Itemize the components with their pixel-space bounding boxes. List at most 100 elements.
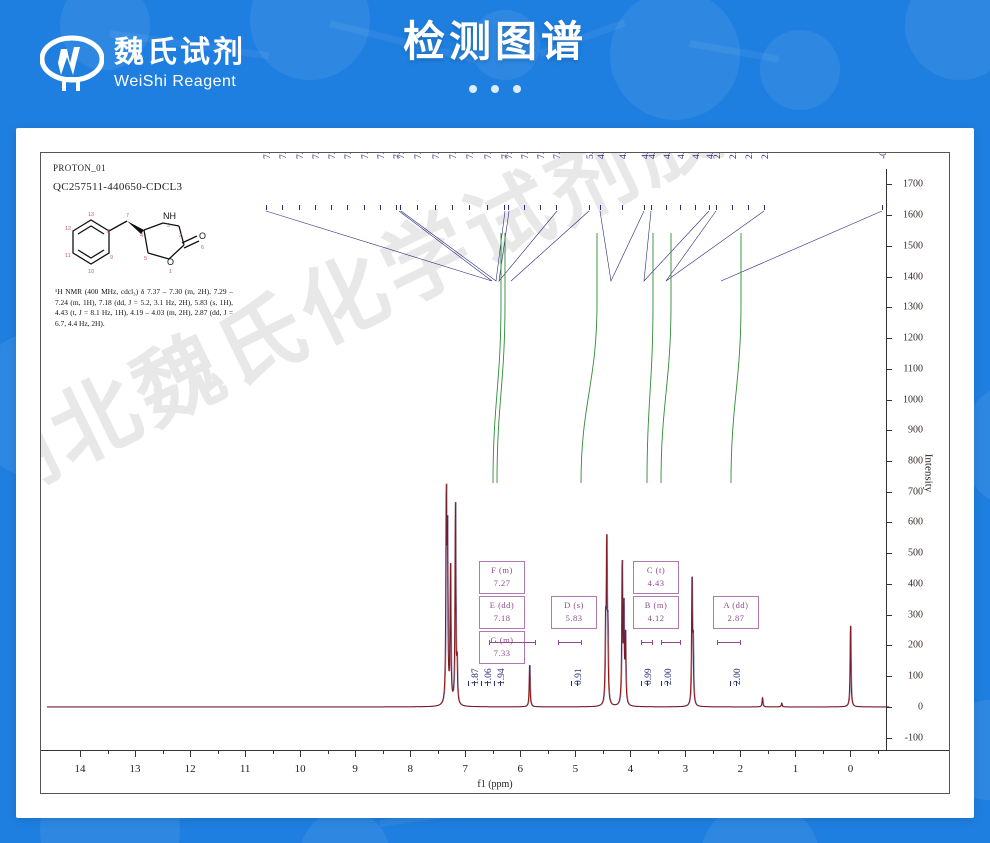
multiplet-box-f: F (m) 7.27 — [479, 561, 525, 594]
peak-leader-tick — [508, 205, 509, 210]
x-axis-line — [41, 750, 949, 751]
y-tick-label-1500: 1500 — [903, 240, 923, 252]
multiplet-id-label: F (m) — [491, 565, 513, 575]
y-tick-label-400: 400 — [908, 578, 923, 590]
multiplet-shift-label: 2.87 — [727, 612, 745, 623]
x-tick-label-7: 7 — [462, 763, 468, 775]
x-tick-1 — [795, 751, 797, 757]
svg-text:13: 13 — [88, 212, 94, 218]
x-tick-6 — [520, 751, 522, 757]
multiplet-id-label: B (m) — [644, 600, 668, 610]
multiplet-shift-label: 5.83 — [565, 612, 583, 623]
x-minor-tick — [547, 751, 549, 754]
peak-leader-tick — [732, 205, 733, 210]
y-tick-1000 — [886, 399, 892, 401]
probe-name-label: PROTON_01 — [53, 163, 106, 173]
page-header: 魏氏试剂 WeiShi Reagent 检测图谱 — [0, 0, 990, 128]
x-minor-tick — [822, 751, 824, 754]
svg-text:9: 9 — [110, 255, 113, 261]
y-tick-100 — [886, 676, 892, 678]
peak-leader-tick — [266, 205, 267, 210]
peak-tick-label: 7.28 — [432, 153, 442, 159]
y-tick-label-600: 600 — [908, 516, 923, 528]
brand-logo: 魏氏试剂 WeiShi Reagent — [40, 33, 246, 95]
svg-text:NH: NH — [163, 211, 176, 221]
y-tick-label-1600: 1600 — [903, 209, 923, 221]
x-tick-3 — [685, 751, 687, 757]
peak-tick-label: 4.45 — [597, 153, 607, 159]
y-tick--100 — [886, 737, 892, 739]
peak-leader-tick — [434, 205, 436, 210]
y-tick-label-200: 200 — [908, 639, 923, 651]
multiplet-box-b: B (m) 4.12 — [633, 596, 679, 629]
peak-leader-tick — [600, 205, 601, 210]
integral-cap-marker — [641, 681, 648, 686]
peak-leader-tick — [347, 205, 349, 210]
y-tick-label-100: 100 — [908, 670, 923, 682]
peak-tick-label: 7.35 — [263, 153, 273, 159]
peak-tick-label: 7.32 — [361, 153, 371, 159]
x-minor-tick — [767, 751, 769, 754]
x-tick-label-4: 4 — [627, 763, 634, 775]
y-tick-label-500: 500 — [908, 547, 923, 559]
peak-leader-tick — [400, 205, 401, 210]
peak-leader-tick — [417, 205, 419, 210]
svg-text:4: 4 — [140, 233, 143, 239]
x-tick-10 — [300, 751, 302, 757]
multiplet-box-d: D (s) 5.83 — [551, 596, 597, 629]
x-minor-tick — [272, 751, 274, 754]
peak-leader-tick — [452, 205, 453, 210]
peak-tick-label: 2.86 — [761, 153, 771, 159]
peak-tick-label: 4.13 — [692, 153, 702, 159]
peak-tick-label: 7.33 — [328, 153, 338, 159]
x-tick-4 — [630, 751, 632, 757]
svg-text:11: 11 — [65, 253, 71, 259]
x-tick-label-13: 13 — [129, 763, 141, 775]
x-minor-tick — [712, 751, 714, 754]
svg-text:O: O — [167, 257, 174, 267]
integral-cap-marker — [481, 681, 488, 686]
x-tick-8 — [410, 751, 412, 757]
peak-leader-tick — [524, 205, 525, 210]
y-tick-label-900: 900 — [908, 424, 923, 436]
integral-cap-marker — [571, 681, 578, 686]
x-tick-label-9: 9 — [352, 763, 358, 775]
x-tick-0 — [850, 751, 852, 757]
y-tick-label-1400: 1400 — [903, 271, 923, 283]
peak-leader-tick — [622, 205, 623, 210]
peak-leader-tick — [764, 205, 765, 210]
integral-range-marker — [661, 640, 681, 645]
svg-text:O: O — [199, 231, 206, 241]
svg-text:2: 2 — [179, 233, 182, 239]
x-tick-label-5: 5 — [572, 763, 579, 775]
brand-name-en: WeiShi Reagent — [114, 73, 237, 90]
x-tick-label-8: 8 — [407, 763, 413, 775]
integral-cap-marker — [494, 681, 501, 686]
integral-range-bar — [642, 642, 652, 643]
peak-tick-label: 4.14 — [677, 153, 687, 159]
y-tick-1400 — [886, 276, 892, 278]
y-axis-line — [886, 169, 887, 751]
x-minor-tick — [657, 751, 659, 754]
dot-2 — [491, 85, 499, 93]
peak-leader-tick — [331, 205, 332, 210]
peak-tick-label: 7.27 — [449, 153, 459, 159]
x-tick-label-14: 14 — [74, 763, 86, 775]
y-tick-600 — [886, 522, 892, 524]
multiplet-box-e: E (dd) 7.18 — [479, 596, 525, 629]
y-tick-1100 — [886, 368, 892, 370]
x-tick-2 — [740, 751, 742, 757]
y-tick-label-1200: 1200 — [903, 332, 923, 344]
peak-leader-tick — [882, 205, 883, 210]
x-tick-13 — [135, 751, 137, 757]
integral-range-bar — [662, 642, 680, 643]
content-card: 湖北魏氏化学试剂股份有限公司 PROTON_01 QC257511-440650… — [16, 128, 974, 818]
peak-tick-label: 7.18 — [521, 153, 531, 159]
y-tick-400 — [886, 583, 892, 585]
integral-range-bar — [559, 642, 581, 643]
integral-range-marker — [558, 640, 582, 645]
multiplet-shift-label: 7.18 — [493, 612, 511, 623]
peak-tick-label: 7.29 — [397, 153, 407, 159]
peak-tick-label: 2.88 — [729, 153, 739, 159]
x-tick-12 — [190, 751, 192, 757]
